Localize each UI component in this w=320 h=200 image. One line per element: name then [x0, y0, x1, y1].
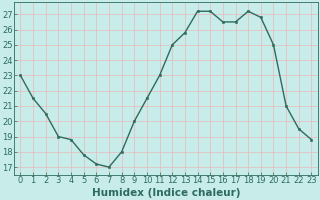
X-axis label: Humidex (Indice chaleur): Humidex (Indice chaleur) — [92, 188, 240, 198]
